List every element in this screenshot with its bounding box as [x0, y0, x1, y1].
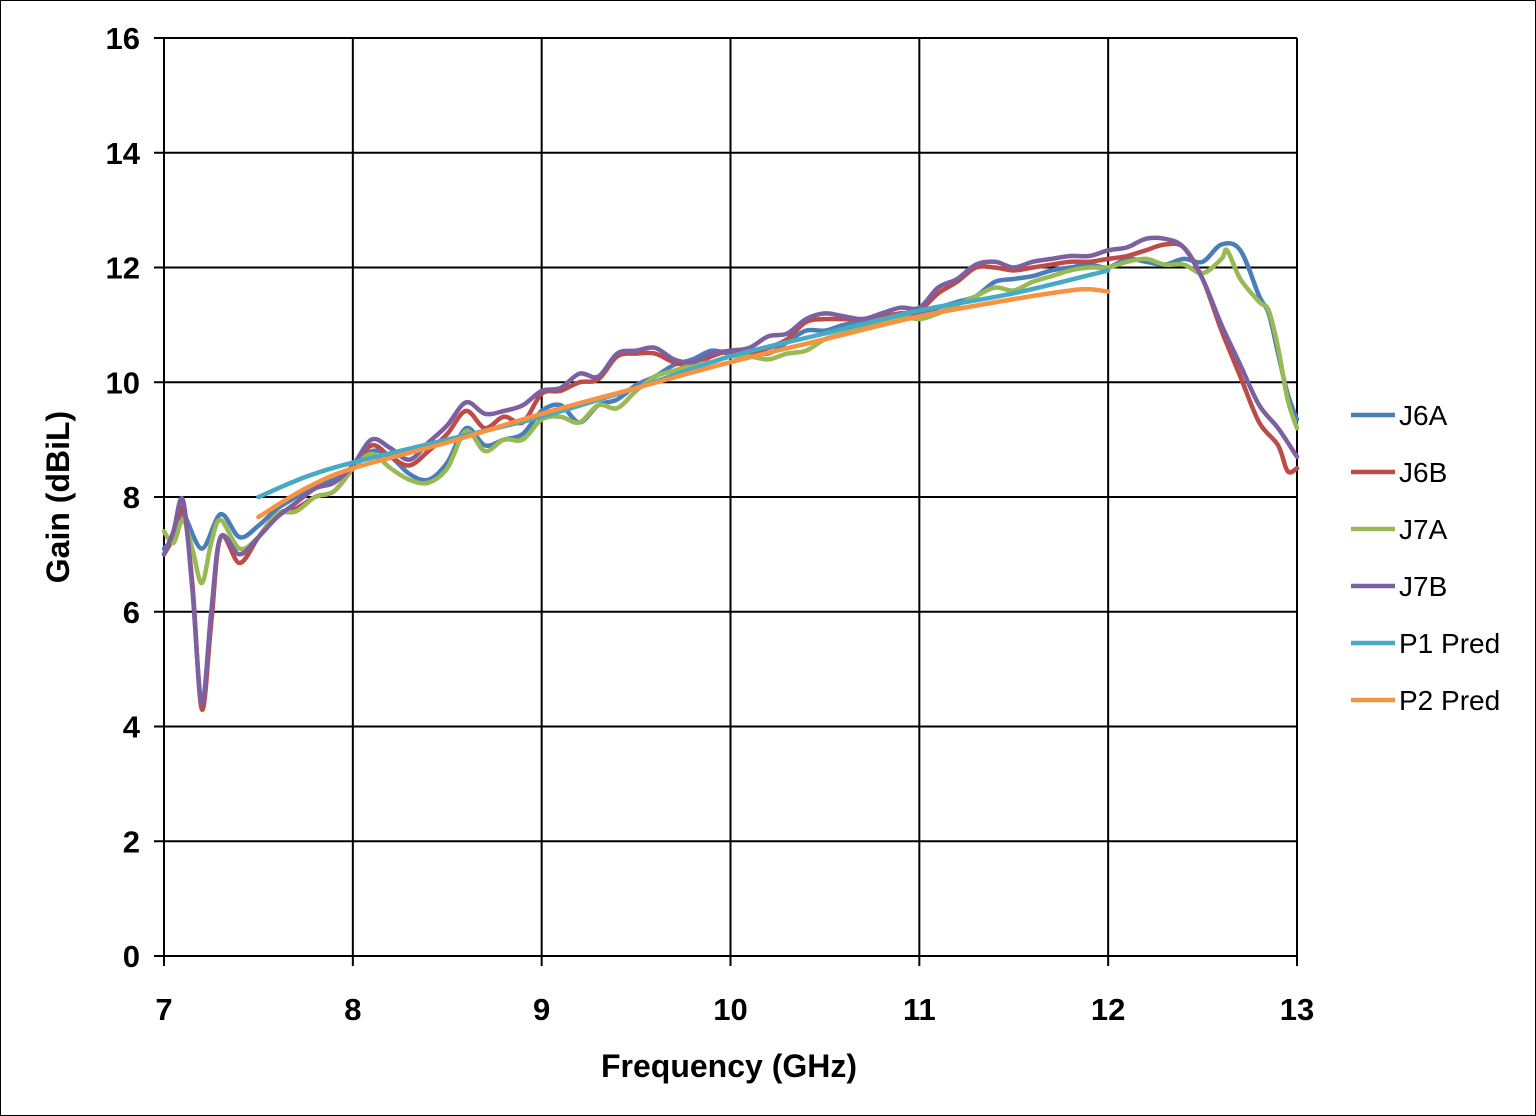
y-tick-label: 16	[106, 21, 140, 56]
y-tick-label: 14	[106, 136, 141, 171]
legend-label-p2-pred: P2 Pred	[1399, 685, 1500, 716]
legend-label-p1-pred: P1 Pred	[1399, 628, 1500, 659]
y-tick-label: 0	[123, 939, 140, 974]
y-tick-label: 4	[123, 710, 141, 745]
x-tick-label: 7	[155, 992, 172, 1027]
y-axis-ticks: 0 2 4 6 8 10 12 14 16	[106, 21, 141, 974]
y-tick-label: 8	[123, 480, 140, 515]
series-line-j7b	[161, 235, 1300, 706]
x-tick-label: 10	[713, 992, 747, 1027]
series-line-p2-pred	[256, 286, 1111, 520]
series-line-j6b	[161, 241, 1300, 712]
y-tick-label: 10	[106, 365, 140, 400]
legend-label-j7a: J7A	[1399, 514, 1448, 545]
x-axis-label: Frequency (GHz)	[601, 1048, 857, 1084]
legend-label-j6a: J6A	[1399, 400, 1448, 431]
x-tick-label: 11	[903, 992, 936, 1027]
x-tick-label: 12	[1091, 992, 1125, 1027]
grid	[154, 37, 1298, 966]
x-tick-label: 9	[533, 992, 550, 1027]
y-tick-label: 6	[123, 595, 140, 630]
legend: J6A J6B J7A J7B P1 Pred P2 Pred	[1351, 400, 1500, 716]
y-tick-label: 12	[106, 251, 140, 286]
legend-label-j6b: J6B	[1399, 457, 1447, 488]
y-tick-label: 2	[123, 824, 140, 859]
x-axis-ticks: 7 8 9 10 11 12 13	[155, 992, 1314, 1027]
x-tick-label: 13	[1280, 992, 1314, 1027]
x-tick-label: 8	[344, 992, 361, 1027]
legend-label-j7b: J7B	[1399, 571, 1447, 602]
y-axis-label: Gain (dBiL)	[40, 411, 76, 583]
series-lines	[161, 235, 1300, 712]
